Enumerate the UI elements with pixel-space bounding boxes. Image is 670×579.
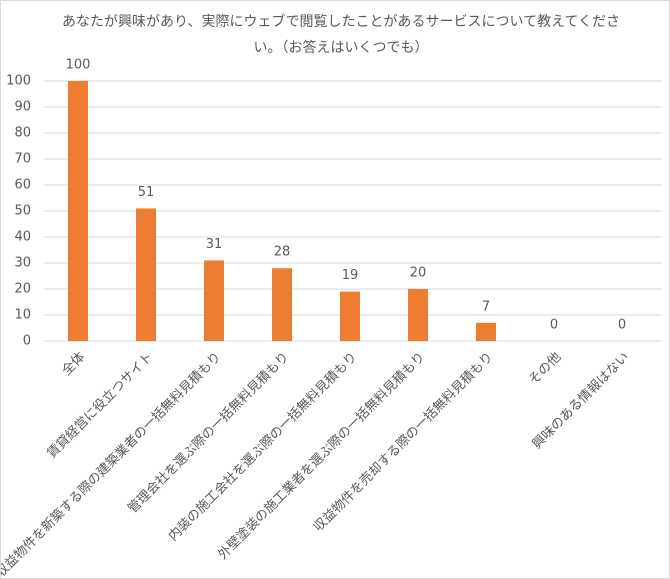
data-label: 19: [342, 268, 359, 283]
bar: [272, 268, 292, 341]
y-tick-label: 60: [14, 178, 31, 193]
bar: [204, 260, 224, 341]
y-tick-label: 20: [14, 282, 31, 297]
y-tick-label: 30: [14, 256, 31, 271]
data-label: 51: [138, 185, 155, 200]
chart-title: あなたが興味があり、実際にウェブで閲覧したことがあるサービスについて教えてくださ…: [62, 14, 620, 56]
x-tick-label: 全体: [59, 349, 89, 379]
data-label: 31: [206, 237, 223, 252]
data-label: 20: [410, 266, 427, 281]
y-tick-label: 40: [14, 230, 31, 245]
data-label: 0: [618, 318, 626, 333]
y-tick-label: 0: [23, 334, 31, 349]
y-tick-label: 100: [6, 74, 31, 89]
x-tick-label: その他: [526, 350, 564, 388]
bar: [68, 81, 88, 341]
bar: [476, 322, 496, 341]
data-label: 0: [550, 318, 558, 333]
y-tick-label: 90: [14, 100, 31, 115]
y-tick-label: 10: [14, 308, 31, 323]
bar: [136, 208, 156, 341]
y-tick-label: 50: [14, 204, 31, 219]
data-label: 7: [482, 299, 490, 314]
data-label: 28: [274, 245, 291, 260]
y-tick-label: 80: [14, 126, 31, 141]
y-tick-label: 70: [14, 152, 31, 167]
bar: [408, 289, 428, 341]
bar: [340, 291, 360, 341]
data-label: 100: [66, 58, 91, 73]
